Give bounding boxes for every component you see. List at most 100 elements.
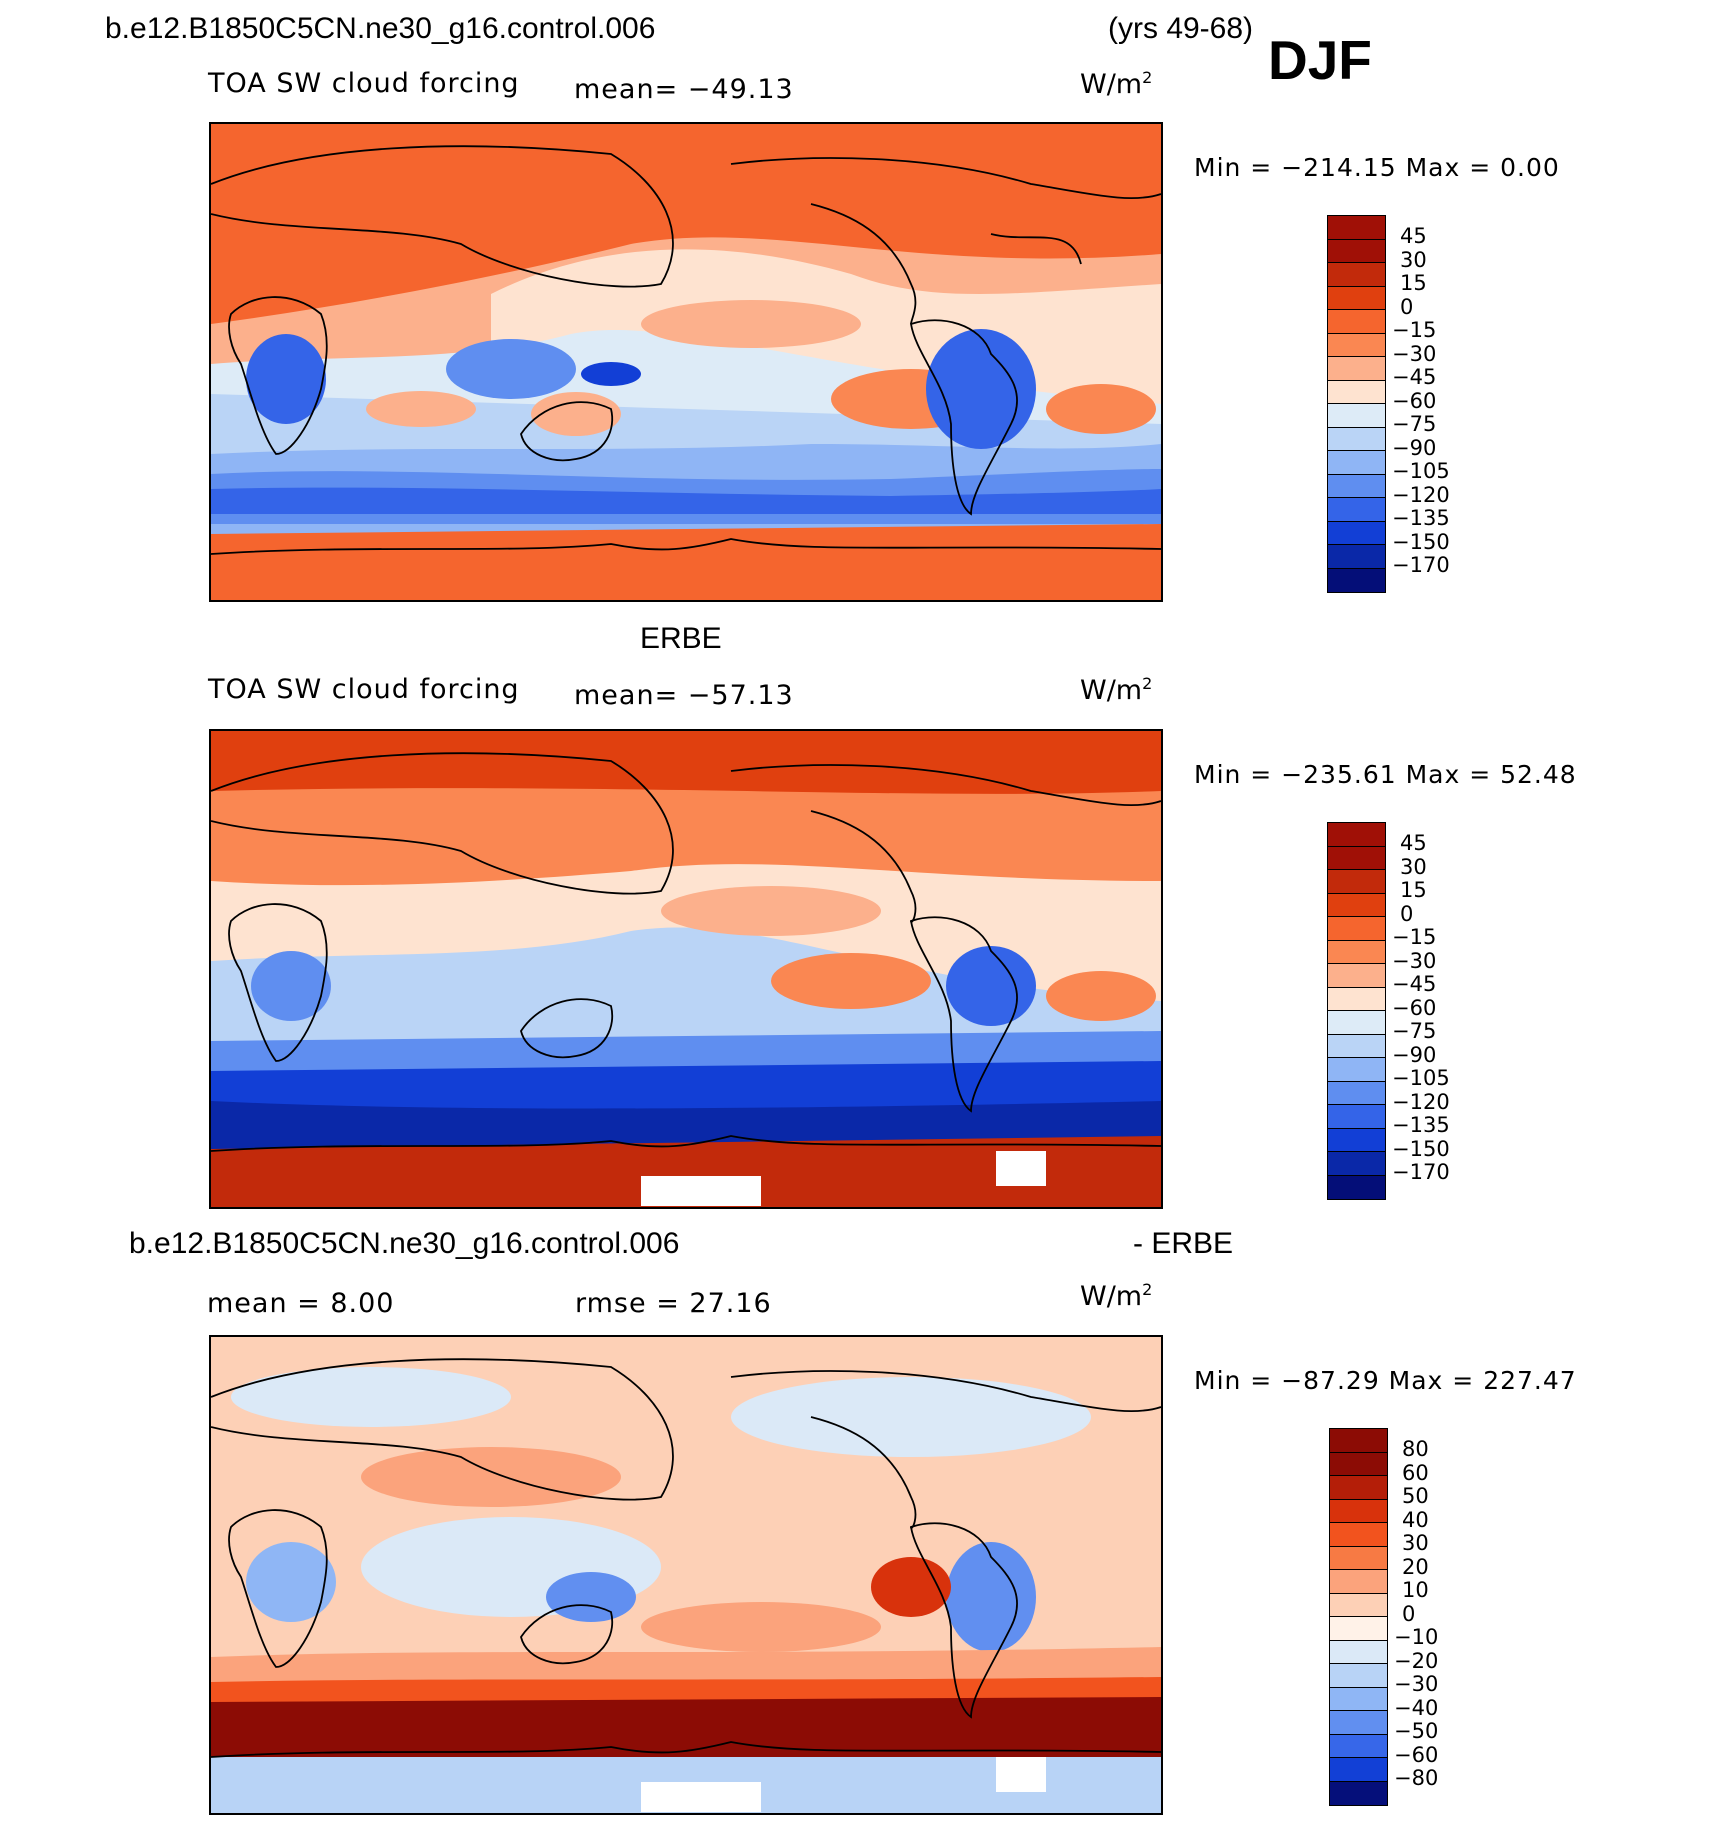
colorbar-tick-label: 45 xyxy=(1400,831,1427,855)
colorbar-tick-label: 80 xyxy=(1402,1437,1429,1461)
colorbar-segment xyxy=(1330,1523,1387,1547)
colorbar-segment xyxy=(1330,1429,1387,1453)
panel2-colorbar xyxy=(1327,822,1386,1200)
colorbar-tick-label: 30 xyxy=(1400,247,1427,272)
colorbar-segment xyxy=(1328,498,1385,522)
colorbar-segment xyxy=(1328,1058,1385,1082)
panel1-map xyxy=(209,122,1163,602)
colorbar-tick-label: −135 xyxy=(1392,1113,1450,1137)
colorbar-segment xyxy=(1328,1011,1385,1035)
season-label: DJF xyxy=(1268,29,1372,91)
colorbar-segment xyxy=(1328,545,1385,569)
colorbar-segment xyxy=(1330,1570,1387,1594)
colorbar-tick-label: −120 xyxy=(1392,482,1450,507)
panel1-unit: W/m2 xyxy=(1080,68,1153,100)
colorbar-tick-label: 0 xyxy=(1400,901,1414,926)
colorbar-tick-label: −80 xyxy=(1394,1766,1439,1790)
colorbar-tick-label: −75 xyxy=(1392,1019,1437,1043)
panel3-rmse: rmse = 27.16 xyxy=(575,1288,772,1319)
colorbar-segment xyxy=(1328,823,1385,847)
colorbar-segment xyxy=(1328,380,1385,404)
colorbar-tick-label: −15 xyxy=(1392,925,1437,949)
colorbar-tick-label: −90 xyxy=(1392,435,1437,460)
colorbar-tick-label: −50 xyxy=(1394,1719,1439,1743)
colorbar-segment xyxy=(1328,893,1385,917)
colorbar-tick-label: −40 xyxy=(1394,1695,1439,1720)
colorbar-tick-label: 20 xyxy=(1402,1554,1429,1579)
colorbar-segment xyxy=(1330,1781,1387,1805)
panel2-mean: mean= −57.13 xyxy=(574,680,794,711)
colorbar-segment xyxy=(1328,1034,1385,1058)
colorbar-segment xyxy=(1328,1105,1385,1129)
colorbar-tick-label: −170 xyxy=(1392,1160,1450,1184)
panel1-variable: TOA SW cloud forcing xyxy=(208,68,520,99)
colorbar-tick-label: 15 xyxy=(1400,878,1427,902)
colorbar-segment xyxy=(1328,1175,1385,1199)
colorbar-segment xyxy=(1328,216,1385,240)
case-title: b.e12.B1850C5CN.ne30_g16.control.006 xyxy=(105,12,656,45)
colorbar-tick-label: 50 xyxy=(1402,1484,1429,1508)
panel2-unit: W/m2 xyxy=(1080,674,1153,706)
colorbar-segment xyxy=(1328,1152,1385,1176)
colorbar-segment xyxy=(1328,310,1385,334)
colorbar-tick-label: −45 xyxy=(1392,365,1437,389)
colorbar-segment xyxy=(1330,1734,1387,1758)
colorbar-tick-label: 15 xyxy=(1400,271,1427,295)
colorbar-segment xyxy=(1328,404,1385,428)
colorbar-tick-label: −45 xyxy=(1392,972,1437,996)
panel3-mean: mean = 8.00 xyxy=(207,1288,395,1319)
panel1-colorbar xyxy=(1327,215,1386,593)
panel2-variable: TOA SW cloud forcing xyxy=(208,674,520,705)
colorbar-segment xyxy=(1328,940,1385,964)
colorbar-tick-label: −150 xyxy=(1392,529,1450,554)
panel3-map-field xyxy=(211,1337,1161,1813)
colorbar-tick-label: −20 xyxy=(1394,1648,1439,1673)
colorbar-segment xyxy=(1328,917,1385,941)
colorbar-segment xyxy=(1328,846,1385,870)
colorbar-segment xyxy=(1328,263,1385,287)
panel1-minmax: Min = −214.15 Max = 0.00 xyxy=(1194,153,1560,182)
colorbar-segment xyxy=(1328,1128,1385,1152)
panel1-map-field xyxy=(211,124,1161,600)
panel2-minmax: Min = −235.61 Max = 52.48 xyxy=(1194,760,1577,789)
colorbar-tick-label: −150 xyxy=(1392,1136,1450,1161)
colorbar-tick-label: −105 xyxy=(1392,459,1450,483)
panel3-title: b.e12.B1850C5CN.ne30_g16.control.006 xyxy=(129,1227,680,1260)
colorbar-tick-label: −60 xyxy=(1392,388,1437,413)
colorbar-tick-label: −30 xyxy=(1392,341,1437,366)
panel3-title-right: - ERBE xyxy=(1133,1227,1234,1260)
colorbar-segment xyxy=(1328,987,1385,1011)
colorbar-segment xyxy=(1328,239,1385,263)
panel2-title: ERBE xyxy=(640,622,722,655)
colorbar-tick-label: −30 xyxy=(1394,1672,1439,1696)
colorbar-segment xyxy=(1330,1593,1387,1617)
colorbar-segment xyxy=(1330,1687,1387,1711)
colorbar-segment xyxy=(1328,286,1385,310)
colorbar-tick-label: 0 xyxy=(1400,294,1414,319)
colorbar-segment xyxy=(1328,333,1385,357)
colorbar-tick-label: 40 xyxy=(1402,1507,1429,1532)
colorbar-segment xyxy=(1328,357,1385,381)
colorbar-tick-label: −60 xyxy=(1394,1742,1439,1767)
colorbar-tick-label: −60 xyxy=(1392,995,1437,1020)
colorbar-segment xyxy=(1328,427,1385,451)
panel2-map-field xyxy=(211,731,1161,1207)
panel3-map xyxy=(209,1335,1163,1815)
panel3-minmax: Min = −87.29 Max = 227.47 xyxy=(1194,1366,1577,1395)
colorbar-segment xyxy=(1328,451,1385,475)
colorbar-tick-label: −90 xyxy=(1392,1042,1437,1067)
colorbar-tick-label: −105 xyxy=(1392,1066,1450,1090)
colorbar-tick-label: −170 xyxy=(1392,553,1450,577)
colorbar-segment xyxy=(1330,1664,1387,1688)
colorbar-tick-label: 30 xyxy=(1402,1531,1429,1555)
panel1-mean: mean= −49.13 xyxy=(574,74,794,105)
colorbar-tick-label: −135 xyxy=(1392,506,1450,530)
colorbar-segment xyxy=(1328,1081,1385,1105)
panel2-map xyxy=(209,729,1163,1209)
years-label: (yrs 49-68) xyxy=(1108,12,1254,45)
colorbar-segment xyxy=(1330,1711,1387,1735)
colorbar-tick-label: −120 xyxy=(1392,1089,1450,1114)
colorbar-segment xyxy=(1330,1758,1387,1782)
colorbar-tick-label: 60 xyxy=(1402,1460,1429,1485)
colorbar-segment xyxy=(1328,870,1385,894)
